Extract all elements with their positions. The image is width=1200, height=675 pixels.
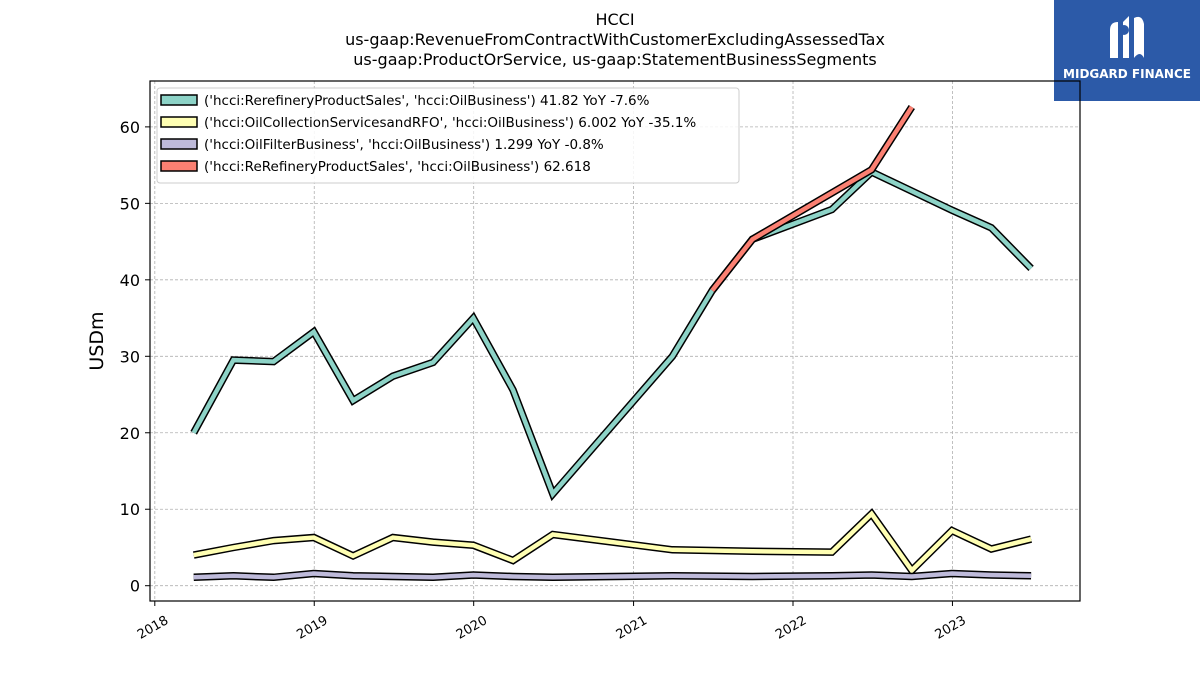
x-tick-label: 2019 xyxy=(294,613,330,643)
logo-text: MIDGARD FINANCE xyxy=(1063,67,1191,81)
y-tick-label: 0 xyxy=(130,577,140,596)
legend-label: ('hcci:OilCollectionServicesandRFO', 'hc… xyxy=(204,115,696,131)
series-1 xyxy=(192,508,1033,577)
legend-label: ('hcci:OilFilterBusiness', 'hcci:OilBusi… xyxy=(204,137,604,153)
y-tick-label: 50 xyxy=(120,194,140,213)
x-tick-label: 2023 xyxy=(933,613,969,643)
legend-label: ('hcci:RerefineryProductSales', 'hcci:Oi… xyxy=(204,93,650,109)
series-line xyxy=(193,510,1032,574)
legend-swatch xyxy=(160,138,198,150)
legend: ('hcci:RerefineryProductSales', 'hcci:Oi… xyxy=(156,87,740,184)
chart-subtitle-dimensions: us-gaap:ProductOrService, us-gaap:Statem… xyxy=(353,50,877,69)
chart-title-block: HCCI us-gaap:RevenueFromContractWithCust… xyxy=(150,10,1080,70)
x-tick-label: 2018 xyxy=(135,613,171,643)
y-tick-label: 40 xyxy=(120,271,140,290)
series-line xyxy=(191,169,1033,499)
series-layer xyxy=(190,104,1034,582)
plot-frame xyxy=(149,80,1081,602)
series-2 xyxy=(193,569,1032,582)
series-line-outline xyxy=(190,167,1034,502)
series-line xyxy=(193,571,1032,580)
chart-title: HCCI xyxy=(595,10,635,29)
legend-swatch xyxy=(160,116,198,128)
x-tick-label: 2020 xyxy=(454,613,490,643)
legend-label: ('hcci:ReRefineryProductSales', 'hcci:Oi… xyxy=(204,159,591,175)
midgard-finance-logo: MIDGARD FINANCE xyxy=(1054,0,1200,101)
y-tick-label: 60 xyxy=(120,118,140,137)
series-line xyxy=(710,105,914,292)
legend-swatch xyxy=(160,94,198,106)
series-3 xyxy=(709,104,915,293)
chart-subtitle-concept: us-gaap:RevenueFromContractWithCustomerE… xyxy=(345,30,885,49)
y-tick-label: 10 xyxy=(120,500,140,519)
series-0 xyxy=(190,167,1034,502)
legend-box xyxy=(156,87,740,184)
x-tick-label: 2021 xyxy=(614,613,650,643)
y-axis-label: USDm xyxy=(86,311,108,370)
y-tick-label: 20 xyxy=(120,424,140,443)
legend-swatch xyxy=(160,160,198,172)
y-tick-label: 30 xyxy=(120,347,140,366)
x-tick-label: 2022 xyxy=(773,613,809,643)
series-line-outline xyxy=(709,104,915,293)
midgard-logo-icon xyxy=(1110,16,1144,58)
axes: 0 10 20 30 40 50 60 2018 2019 2020 2021 2022 2023 USD… xyxy=(86,80,1081,643)
